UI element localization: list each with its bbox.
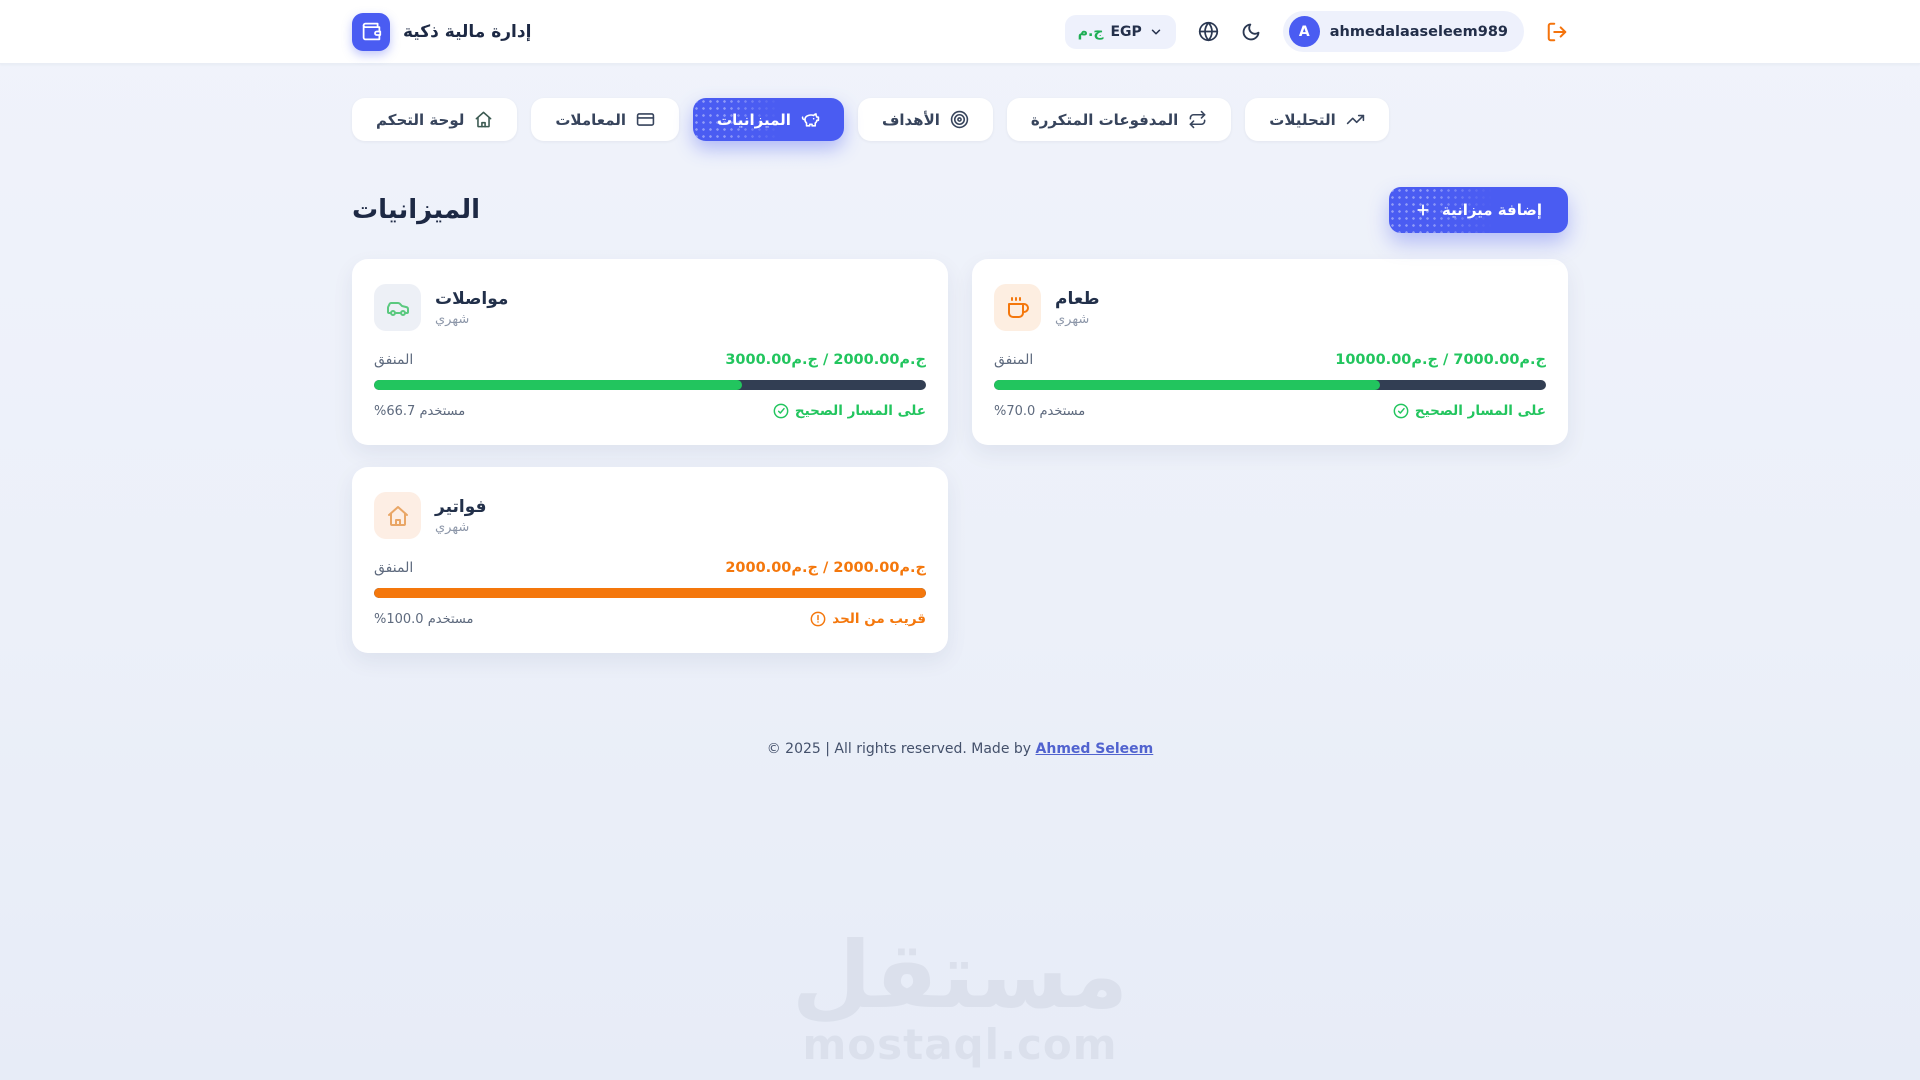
footer: © 2025 | All rights reserved. Made by Ah… [0, 741, 1920, 757]
alert-circle-icon [810, 611, 826, 627]
spent-label: المنفق [994, 352, 1034, 368]
header-actions: ج.م EGP [1064, 11, 1568, 52]
language-button[interactable] [1198, 21, 1219, 42]
status-label: على المسار الصحيح [1414, 403, 1546, 419]
logout-icon [1546, 21, 1568, 43]
currency-symbol: ج.م [1077, 23, 1104, 40]
tab-label: الأهداف [881, 110, 940, 129]
status-badge: قريب من الحد [810, 611, 926, 627]
coffee-icon [994, 284, 1041, 331]
tab-label: لوحة التحكم [376, 110, 465, 129]
tab-goals[interactable]: الأهداف [857, 98, 993, 141]
percent-used: مستخدم 70.0% [994, 403, 1086, 419]
home-icon [374, 492, 421, 539]
status-badge: على المسار الصحيح [773, 403, 926, 419]
target-icon [950, 110, 969, 129]
budget-name: مواصلات [435, 288, 509, 309]
tab-dashboard[interactable]: لوحة التحكم [352, 98, 518, 141]
plus-icon [1415, 202, 1431, 218]
budget-amounts: ج.م2000.00 / ج.م2000.00 [725, 560, 926, 576]
logout-button[interactable] [1546, 21, 1568, 43]
budget-period: شهري [435, 311, 470, 327]
tab-transactions[interactable]: المعاملات [531, 98, 680, 141]
page-header: الميزانيات إضافة ميزانية [352, 187, 1568, 233]
tab-recurring-payments[interactable]: المدفوعات المتكررة [1006, 98, 1232, 141]
mostaql-watermark: مستقل mostaql.com [792, 930, 1128, 1066]
trending-up-icon [1346, 110, 1365, 129]
check-circle-icon [773, 403, 789, 419]
piggy-bank-icon [801, 110, 820, 129]
budget-card-transport: مواصلات شهري المنفق ج.م2000.00 / ج.م3000… [352, 259, 948, 445]
brand: إدارة مالية ذكية [352, 12, 532, 51]
repeat-icon [1188, 110, 1207, 129]
status-label: قريب من الحد [832, 611, 926, 627]
tab-label: الميزانيات [717, 110, 791, 129]
moon-icon [1241, 22, 1261, 42]
percent-used: مستخدم 100.0% [374, 611, 474, 627]
page-title: الميزانيات [352, 195, 481, 225]
avatar: A [1288, 16, 1320, 47]
watermark-domain: mostaql.com [802, 1020, 1118, 1069]
tab-label: المعاملات [555, 110, 627, 129]
progress-bar [374, 588, 926, 598]
tab-label: المدفوعات المتكررة [1030, 110, 1179, 129]
spent-label: المنفق [374, 560, 414, 576]
author-link[interactable]: Ahmed Seleem [1035, 741, 1154, 757]
budget-card-food: طعام شهري المنفق ج.م7000.00 / ج.م10000.0… [972, 259, 1568, 445]
spent-label: المنفق [374, 352, 414, 368]
app-header: إدارة مالية ذكية ج.م EGP [0, 0, 1920, 64]
budget-amounts: ج.م2000.00 / ج.م3000.00 [725, 352, 926, 368]
budget-amounts: ج.م7000.00 / ج.م10000.00 [1335, 352, 1546, 368]
globe-icon [1198, 21, 1219, 42]
tab-label: التحليلات [1269, 110, 1336, 129]
main-nav: لوحة التحكم المعاملات الميزانيات [0, 98, 1920, 141]
budget-period: شهري [1055, 311, 1090, 327]
app-title: إدارة مالية ذكية [403, 21, 532, 42]
car-icon [374, 284, 421, 331]
user-menu[interactable]: A ahmedalaaseleem989 [1282, 11, 1524, 52]
chevron-down-icon [1149, 25, 1163, 39]
check-circle-icon [1393, 403, 1409, 419]
status-badge: على المسار الصحيح [1393, 403, 1546, 419]
percent-used: مستخدم 66.7% [374, 403, 466, 419]
theme-toggle-button[interactable] [1241, 22, 1261, 42]
progress-bar [994, 380, 1546, 390]
credit-card-icon [636, 110, 655, 129]
currency-selector[interactable]: ج.م EGP [1064, 14, 1176, 49]
home-icon [474, 110, 493, 129]
status-label: على المسار الصحيح [794, 403, 926, 419]
username: ahmedalaaseleem989 [1329, 23, 1508, 40]
currency-code: EGP [1110, 23, 1142, 40]
budget-name: طعام [1055, 288, 1100, 309]
footer-text: © 2025 | All rights reserved. Made by [766, 741, 1032, 757]
progress-bar [374, 380, 926, 390]
tab-analytics[interactable]: التحليلات [1245, 98, 1389, 141]
wallet-logo-icon [352, 12, 390, 51]
tab-budgets[interactable]: الميزانيات [693, 98, 844, 141]
add-budget-button[interactable]: إضافة ميزانية [1388, 187, 1568, 233]
add-budget-label: إضافة ميزانية [1441, 201, 1542, 219]
watermark-arabic: مستقل [791, 922, 1129, 1029]
budget-grid: مواصلات شهري المنفق ج.م2000.00 / ج.م3000… [352, 259, 1568, 653]
budget-card-bills: فواتير شهري المنفق ج.م2000.00 / ج.م2000.… [352, 467, 948, 653]
budget-period: شهري [435, 519, 470, 535]
budget-name: فواتير [435, 496, 487, 517]
